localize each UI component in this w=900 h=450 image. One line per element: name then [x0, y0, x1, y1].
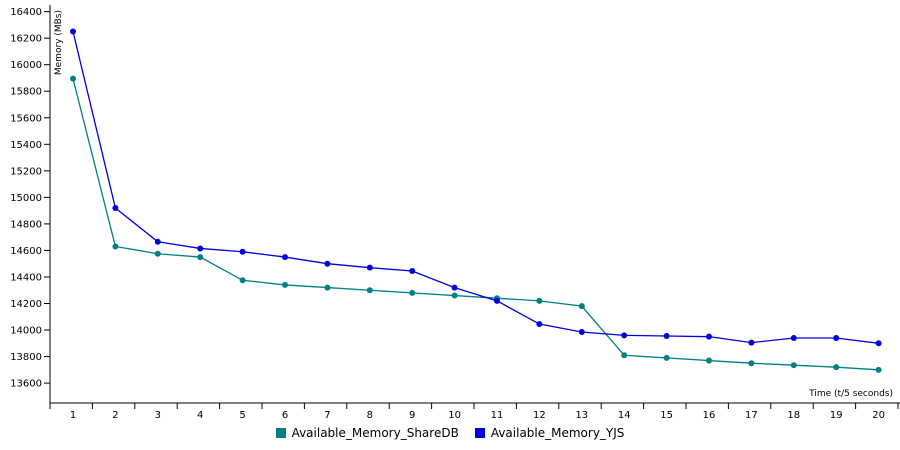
x-tick-label: 20 [872, 410, 885, 420]
x-tick-label: 5 [239, 410, 245, 420]
x-tick-label: 4 [197, 410, 203, 420]
x-axis: 1 2 3 4 5 6 7 8 9 10 11 12 13 14 15 16 17 18 19 20 [49, 402, 900, 420]
data-point [663, 333, 670, 340]
y-tick-label: 15200 [10, 166, 42, 177]
data-point [409, 267, 416, 274]
data-point [706, 357, 712, 364]
series-sharedb [70, 75, 882, 373]
data-point [324, 284, 331, 291]
data-point [451, 292, 458, 299]
x-tick-label: 17 [745, 410, 758, 420]
x-tick-label: 15 [660, 410, 673, 420]
y-axis-title: Memory (MBs) [54, 10, 64, 75]
y-tick-label: 15400 [10, 140, 42, 151]
data-point [70, 75, 76, 82]
x-tick-label: 14 [618, 410, 631, 420]
data-point [621, 332, 628, 339]
data-point [239, 277, 246, 284]
x-tick-label: 7 [324, 410, 330, 420]
y-tick-label: 16000 [10, 60, 42, 71]
data-point [875, 366, 882, 373]
data-point [282, 254, 288, 261]
data-point [112, 243, 119, 250]
data-point [451, 284, 458, 291]
x-tick-label: 3 [155, 410, 161, 420]
data-point [197, 245, 204, 252]
data-point [324, 260, 331, 267]
data-point [833, 334, 840, 341]
data-point [366, 264, 373, 271]
legend-label-yjs: Available_Memory_YJS [490, 426, 625, 440]
data-point [366, 287, 373, 294]
data-point [154, 238, 161, 245]
data-point [536, 321, 543, 328]
y-tick-label: 15800 [10, 87, 42, 98]
x-tick-label: 12 [533, 410, 546, 420]
data-point [282, 281, 288, 288]
x-tick-label: 19 [830, 410, 843, 420]
data-point [239, 248, 246, 255]
legend-label-sharedb: Available_Memory_ShareDB [291, 426, 459, 440]
x-tick-label: 11 [491, 410, 504, 420]
legend: Available_Memory_ShareDB Available_Memor… [0, 426, 900, 440]
series-line [72, 31, 879, 344]
x-tick-label: 16 [703, 410, 716, 420]
x-tick-label: 9 [409, 410, 415, 420]
data-point [112, 204, 119, 211]
legend-swatch-sharedb [275, 428, 286, 438]
x-tick-label: 18 [787, 410, 800, 420]
data-point [748, 339, 755, 346]
data-point [197, 254, 204, 261]
data-point [578, 303, 585, 310]
data-point [833, 364, 840, 371]
x-tick-label: 10 [448, 410, 461, 420]
data-point [409, 289, 416, 296]
legend-item-sharedb[interactable]: Available_Memory_ShareDB [275, 426, 459, 440]
x-tick-label: 6 [282, 410, 288, 420]
y-tick-label: 16400 [10, 7, 42, 18]
x-tick-label: 2 [112, 410, 118, 420]
y-tick-label: 15600 [10, 113, 42, 124]
data-point [875, 340, 882, 347]
y-axis: 13600 13800 14000 14200 14400 14600 14800 15000… [10, 5, 51, 403]
data-point [790, 362, 797, 369]
x-tick-label: 13 [575, 410, 588, 420]
data-point [578, 329, 585, 336]
data-point [621, 352, 628, 359]
series-layer [70, 28, 882, 373]
data-point [536, 297, 543, 304]
y-tick-label: 13800 [10, 352, 42, 363]
y-tick-label: 14600 [10, 246, 42, 257]
y-tick-label: 14400 [10, 272, 42, 283]
legend-swatch-yjs [474, 428, 485, 438]
x-tick-label: 1 [70, 410, 76, 420]
y-tick-label: 14000 [10, 326, 42, 337]
legend-item-yjs[interactable]: Available_Memory_YJS [474, 426, 625, 440]
data-point [70, 28, 76, 35]
y-tick-label: 16200 [10, 34, 42, 45]
y-tick-label: 14800 [10, 219, 42, 230]
y-tick-label: 14200 [10, 299, 42, 310]
data-point [154, 250, 161, 257]
data-point [663, 354, 670, 361]
data-point [790, 334, 797, 341]
x-axis-title: Time (t/5 seconds) [808, 389, 893, 399]
data-point [748, 360, 755, 367]
series-line [72, 78, 879, 371]
x-tick-label: 8 [367, 410, 373, 420]
data-point [706, 333, 712, 340]
data-point [494, 297, 500, 304]
y-tick-label: 13600 [10, 379, 42, 390]
y-tick-label: 15000 [10, 193, 42, 204]
series-yjs [70, 28, 882, 347]
line-chart: 13600 13800 14000 14200 14400 14600 14800 15000… [10, 5, 900, 420]
